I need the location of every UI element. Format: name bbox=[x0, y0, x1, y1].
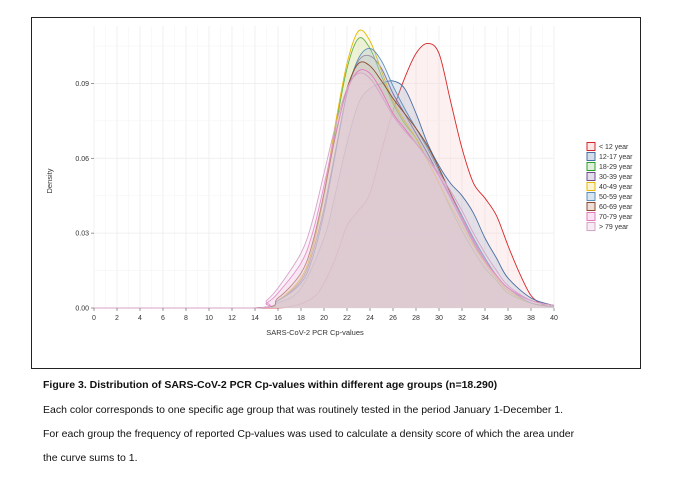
density-area-50-59-year bbox=[94, 48, 554, 309]
legend-label-12-17-year: 12-17 year bbox=[599, 154, 633, 161]
x-tick-label-36: 36 bbox=[504, 315, 512, 322]
x-tick-label-38: 38 bbox=[527, 315, 535, 322]
y-tick-label-0.06: 0.06 bbox=[75, 156, 89, 163]
density-line-40-49-year bbox=[94, 29, 555, 309]
legend-key-40-49-year bbox=[586, 182, 596, 191]
density-line-50-59-year bbox=[94, 48, 555, 309]
legend-label-79-year: > 79 year bbox=[599, 224, 629, 231]
legend-label-60-69-year: 60-69 year bbox=[599, 204, 633, 211]
legend-key-60-69-year bbox=[586, 202, 596, 211]
density-area-79-year bbox=[94, 72, 554, 308]
density-area-18-29-year bbox=[94, 37, 554, 308]
legend-key-50-59-year bbox=[586, 192, 596, 201]
legend-key-12-year bbox=[586, 142, 596, 151]
x-tick-label-12: 12 bbox=[228, 315, 236, 322]
density-line-70-79-year bbox=[94, 69, 555, 309]
legend-label-40-49-year: 40-49 year bbox=[599, 184, 633, 191]
density-area-30-39-year bbox=[94, 55, 554, 309]
x-tick-label-16: 16 bbox=[274, 315, 282, 322]
y-axis-title: Density bbox=[45, 168, 54, 193]
y-tick-label-0.09: 0.09 bbox=[75, 81, 89, 88]
figure-caption-line-1: Each color corresponds to one specific a… bbox=[43, 404, 564, 416]
density-areas bbox=[94, 29, 555, 309]
x-tick-label-10: 10 bbox=[205, 315, 213, 322]
x-tick-label-4: 4 bbox=[138, 315, 142, 322]
legend-label-12-year: < 12 year bbox=[599, 144, 629, 151]
legend-label-50-59-year: 50-59 year bbox=[599, 194, 633, 201]
x-tick-label-8: 8 bbox=[184, 315, 188, 322]
density-area-40-49-year bbox=[94, 29, 554, 308]
x-tick-label-34: 34 bbox=[481, 315, 489, 322]
figure-caption-line-2: For each group the frequency of reported… bbox=[43, 428, 575, 440]
legend-key-30-39-year bbox=[586, 172, 596, 181]
density-line-79-year bbox=[94, 72, 555, 309]
density-area-60-69-year bbox=[94, 61, 554, 308]
x-tick-label-30: 30 bbox=[435, 315, 443, 322]
legend-key-18-29-year bbox=[586, 162, 596, 171]
axes: 0 2 4 6 8 10 12 14 16 18 20 22 24 26 28 30 32 34 36 38 400.0… bbox=[75, 81, 558, 322]
x-tick-label-18: 18 bbox=[297, 315, 305, 322]
x-axis-title: SARS-CoV-2 PCR Cp-values bbox=[266, 328, 364, 337]
grid bbox=[93, 26, 555, 309]
figure-frame: 0 2 4 6 8 10 12 14 16 18 20 22 24 26 28 30 32 34 36 38 40 0.0… bbox=[31, 17, 641, 369]
legend-key-70-79-year bbox=[586, 212, 596, 221]
x-tick-label-32: 32 bbox=[458, 315, 466, 322]
density-line-12-17-year bbox=[94, 80, 555, 309]
legend-key-12-17-year bbox=[586, 152, 596, 161]
density-chart: 0 2 4 6 8 10 12 14 16 18 20 22 24 26 28 30 32 34 36 38 400.0… bbox=[45, 26, 633, 337]
legend-label-70-79-year: 70-79 year bbox=[599, 214, 633, 221]
y-tick-label-0.03: 0.03 bbox=[75, 231, 89, 238]
x-tick-label-40: 40 bbox=[550, 315, 558, 322]
x-tick-label-20: 20 bbox=[320, 315, 328, 322]
x-tick-label-6: 6 bbox=[161, 315, 165, 322]
figure-caption-line-3: the curve sums to 1. bbox=[43, 452, 138, 464]
density-area-70-79-year bbox=[94, 69, 554, 308]
legend-key-79-year bbox=[586, 222, 596, 231]
x-tick-label-28: 28 bbox=[412, 315, 420, 322]
x-tick-label-2: 2 bbox=[115, 315, 119, 322]
x-tick-label-14: 14 bbox=[251, 315, 259, 322]
legend-label-18-29-year: 18-29 year bbox=[599, 164, 633, 171]
density-area-12-year bbox=[94, 43, 554, 308]
y-tick-label-0.00: 0.00 bbox=[75, 306, 89, 313]
legend-label-30-39-year: 30-39 year bbox=[599, 174, 633, 181]
legend: < 12 year 12-17 year 18-29 year 30-39 year 4… bbox=[586, 142, 633, 231]
density-area-12-17-year bbox=[94, 80, 554, 308]
x-tick-label-0: 0 bbox=[92, 315, 96, 322]
x-tick-label-22: 22 bbox=[343, 315, 351, 322]
x-tick-label-24: 24 bbox=[366, 315, 374, 322]
figure-caption-title: Figure 3. Distribution of SARS-CoV-2 PCR… bbox=[43, 379, 498, 391]
x-tick-label-26: 26 bbox=[389, 315, 397, 322]
density-line-12-year bbox=[94, 43, 555, 309]
